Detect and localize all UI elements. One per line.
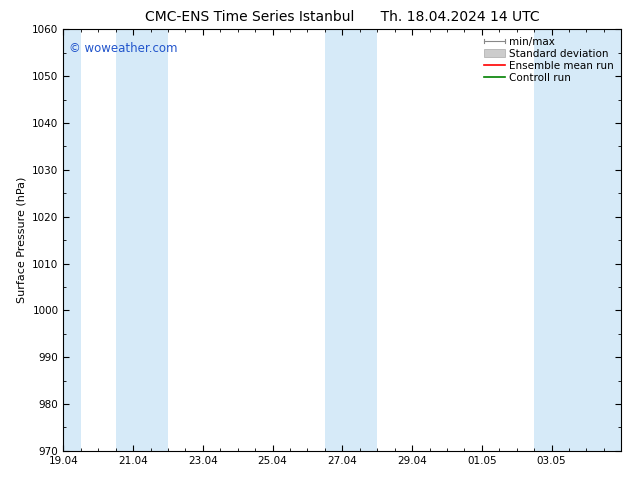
Title: CMC-ENS Time Series Istanbul      Th. 18.04.2024 14 UTC: CMC-ENS Time Series Istanbul Th. 18.04.2… (145, 10, 540, 24)
Legend: min/max, Standard deviation, Ensemble mean run, Controll run: min/max, Standard deviation, Ensemble me… (480, 32, 618, 87)
Bar (325, 29, 377, 451)
Bar (534, 29, 621, 451)
Y-axis label: Surface Pressure (hPa): Surface Pressure (hPa) (16, 177, 27, 303)
Bar (63, 29, 81, 451)
Bar (115, 29, 168, 451)
Text: © woweather.com: © woweather.com (69, 42, 178, 55)
